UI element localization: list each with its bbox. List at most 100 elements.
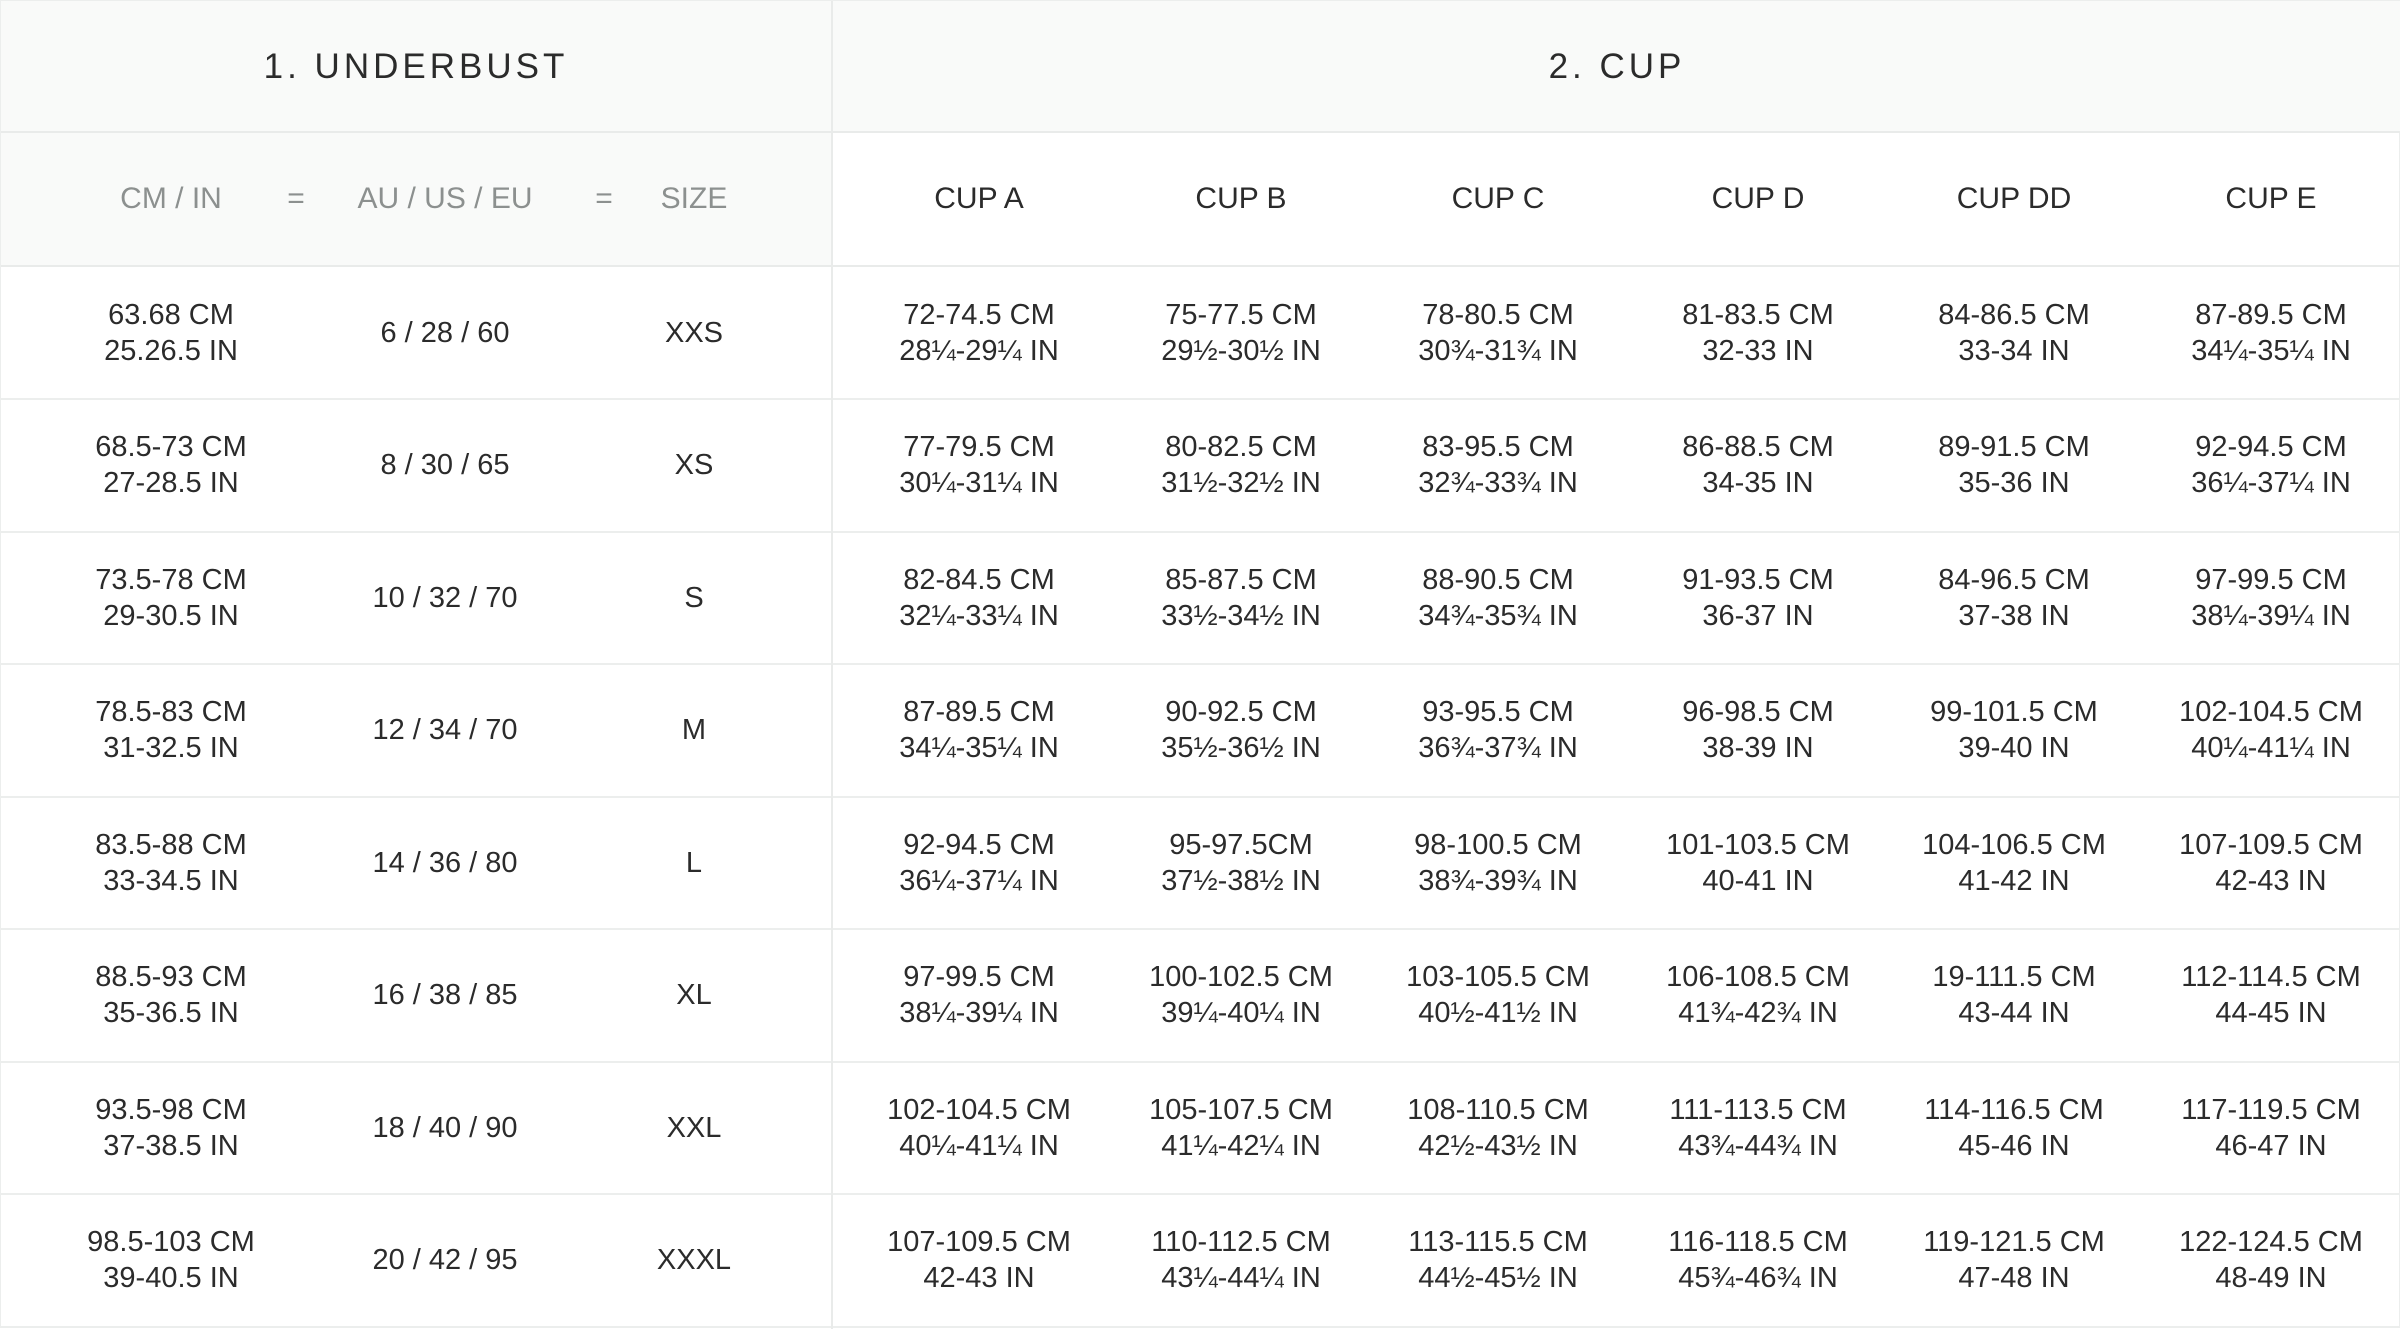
cup-cm: 98-100.5 CM	[1414, 828, 1582, 861]
size-cell: S	[684, 581, 704, 614]
underbust-in: 39-40.5 IN	[103, 1262, 239, 1294]
au-us-eu-cell: 8 / 30 / 65	[380, 449, 510, 481]
cup-measurement-cell: 80-82.5 CM 31½-32½ IN	[1116, 400, 1366, 531]
cup-in: 34-35 IN	[1702, 467, 1814, 499]
au-us-eu-cell: 10 / 32 / 70	[372, 581, 518, 614]
cup-cm: 87-89.5 CM	[2195, 298, 2347, 331]
cup-measurement-cell: 101-103.5 CM 40-41 IN	[1633, 797, 1883, 928]
table-row: 73.5-78 CM 29-30.5 IN 10 / 32 / 70 S 82-84.5…	[1, 532, 2400, 665]
underbust-in: 25.26.5 IN	[104, 334, 238, 367]
cup-in: 35-36 IN	[1958, 467, 2070, 499]
cup-in: 39¼-40¼ IN	[1161, 997, 1321, 1029]
underbust-measurement-cell: 98.5-103 CM 39-40.5 IN	[21, 1195, 321, 1326]
cup-measurement-cell: 107-109.5 CM 42-43 IN	[2146, 797, 2396, 928]
cup-measurement-cell: 107-109.5 CM 42-43 IN	[854, 1195, 1104, 1326]
cup-measurement-cell: 91-93.5 CM 36-37 IN	[1633, 532, 1883, 663]
underbust-cm: 73.5-78 CM	[95, 563, 247, 596]
underbust-measurement-cell: 93.5-98 CM 37-38.5 IN	[21, 1062, 321, 1193]
cup-in: 38-39 IN	[1702, 732, 1814, 764]
underbust-header-background	[1, 133, 831, 265]
size-cell: XS	[674, 449, 714, 481]
cup-cm: 110-112.5 CM	[1151, 1226, 1331, 1258]
cup-cm: 106-108.5 CM	[1666, 961, 1850, 993]
cup-in: 43-44 IN	[1958, 997, 2070, 1029]
cup-cm: 116-118.5 CM	[1668, 1226, 1848, 1258]
au-us-eu-cell: 14 / 36 / 80	[372, 846, 518, 879]
column-header-size: SIZE	[660, 182, 728, 215]
underbust-measurement-cell: 78.5-83 CM 31-32.5 IN	[21, 665, 321, 796]
cup-measurement-cell: 85-87.5 CM 33½-34½ IN	[1116, 532, 1366, 663]
cup-measurement-cell: 97-99.5 CM 38¼-39¼ IN	[854, 930, 1104, 1061]
size-cell: XXS	[664, 316, 724, 349]
cup-cm: 78-80.5 CM	[1422, 298, 1574, 331]
cup-in: 32¾-33¾ IN	[1418, 467, 1578, 499]
cup-cm: 99-101.5 CM	[1930, 696, 2098, 728]
cup-cm: 91-93.5 CM	[1682, 563, 1834, 596]
cup-measurement-cell: 106-108.5 CM 41¾-42¾ IN	[1633, 930, 1883, 1061]
underbust-in: 35-36.5 IN	[103, 997, 239, 1029]
cup-cm: 107-109.5 CM	[2179, 828, 2363, 861]
cup-in: 32¼-33¼ IN	[899, 599, 1059, 632]
cup-cm: 113-115.5 CM	[1408, 1226, 1588, 1258]
cup-measurement-cell: 111-113.5 CM 43¾-44¾ IN	[1633, 1062, 1883, 1193]
cup-cm: 75-77.5 CM	[1165, 298, 1317, 331]
underbust-section-title: 1. UNDERBUST	[263, 47, 569, 86]
cup-in: 42-43 IN	[2215, 864, 2327, 897]
cup-in: 44-45 IN	[2215, 997, 2327, 1029]
table-row: 68.5-73 CM 27-28.5 IN 8 / 30 / 65 XS 77-79.5…	[1, 400, 2400, 533]
cup-in: 42½-43½ IN	[1418, 1129, 1578, 1162]
underbust-cm: 98.5-103 CM	[87, 1226, 255, 1258]
cup-measurement-cell: 102-104.5 CM 40¼-41¼ IN	[2146, 665, 2396, 796]
cup-measurement-cell: 75-77.5 CM 29½-30½ IN	[1116, 267, 1366, 398]
cup-in: 36¾-37¾ IN	[1418, 732, 1578, 764]
cup-cm: 19-111.5 CM	[1932, 961, 2096, 993]
cup-measurement-cell: 98-100.5 CM 38¾-39¾ IN	[1373, 797, 1623, 928]
cup-in: 43¾-44¾ IN	[1678, 1129, 1838, 1162]
cup-cm: 80-82.5 CM	[1165, 431, 1317, 463]
cup-in: 34¾-35¾ IN	[1418, 599, 1578, 632]
cup-measurement-cell: 104-106.5 CM 41-42 IN	[1889, 797, 2139, 928]
size-cell: XL	[676, 979, 712, 1011]
au-us-eu-cell: 18 / 40 / 90	[372, 1111, 518, 1144]
cup-in: 45¾-46¾ IN	[1678, 1262, 1838, 1294]
cup-cm: 114-116.5 CM	[1924, 1093, 2104, 1126]
cup-in: 41-42 IN	[1958, 864, 2070, 897]
column-header-cup: CUP DD	[1956, 182, 2072, 215]
cup-measurement-cell: 82-84.5 CM 32¼-33¼ IN	[854, 532, 1104, 663]
cup-measurement-cell: 89-91.5 CM 35-36 IN	[1889, 400, 2139, 531]
cup-measurement-cell: 119-121.5 CM 47-48 IN	[1889, 1195, 2139, 1326]
cup-in: 32-33 IN	[1702, 334, 1814, 367]
size-cell: L	[685, 846, 703, 879]
cup-cm: 100-102.5 CM	[1149, 961, 1333, 993]
au-us-eu-cell: 6 / 28 / 60	[380, 316, 510, 349]
cup-measurement-cell: 81-83.5 CM 32-33 IN	[1633, 267, 1883, 398]
underbust-cm: 63.68 CM	[108, 298, 234, 331]
cup-cm: 97-99.5 CM	[903, 961, 1055, 993]
underbust-measurement-cell: 68.5-73 CM 27-28.5 IN	[21, 400, 321, 531]
cup-cm: 85-87.5 CM	[1165, 563, 1317, 596]
column-header-cup: CUP C	[1451, 182, 1545, 215]
underbust-measurement-cell: 83.5-88 CM 33-34.5 IN	[21, 797, 321, 928]
cup-in: 47-48 IN	[1958, 1262, 2070, 1294]
cup-in: 37-38 IN	[1958, 599, 2070, 632]
column-header-cup: CUP E	[2225, 182, 2317, 215]
cup-cm: 72-74.5 CM	[903, 298, 1055, 331]
column-header-cm-in: CM / IN	[120, 182, 222, 215]
underbust-measurement-cell: 63.68 CM 25.26.5 IN	[21, 267, 321, 398]
underbust-in: 31-32.5 IN	[103, 732, 239, 764]
underbust-in: 27-28.5 IN	[103, 467, 239, 499]
cup-measurement-cell: 110-112.5 CM 43¼-44¼ IN	[1116, 1195, 1366, 1326]
cup-measurement-cell: 78-80.5 CM 30¾-31¾ IN	[1373, 267, 1623, 398]
cup-cm: 104-106.5 CM	[1922, 828, 2106, 861]
underbust-measurement-cell: 73.5-78 CM 29-30.5 IN	[21, 532, 321, 663]
cup-measurement-cell: 88-90.5 CM 34¾-35¾ IN	[1373, 532, 1623, 663]
size-cell: M	[681, 714, 707, 746]
cup-measurement-cell: 72-74.5 CM 28¼-29¼ IN	[854, 267, 1104, 398]
cup-measurement-cell: 99-101.5 CM 39-40 IN	[1889, 665, 2139, 796]
equals-sign: =	[595, 182, 613, 215]
cup-cm: 84-86.5 CM	[1938, 298, 2090, 331]
cup-measurement-cell: 19-111.5 CM 43-44 IN	[1889, 930, 2139, 1061]
cup-cm: 105-107.5 CM	[1149, 1093, 1333, 1126]
cup-in: 38¼-39¼ IN	[2191, 599, 2351, 632]
cup-cm: 92-94.5 CM	[903, 828, 1055, 861]
